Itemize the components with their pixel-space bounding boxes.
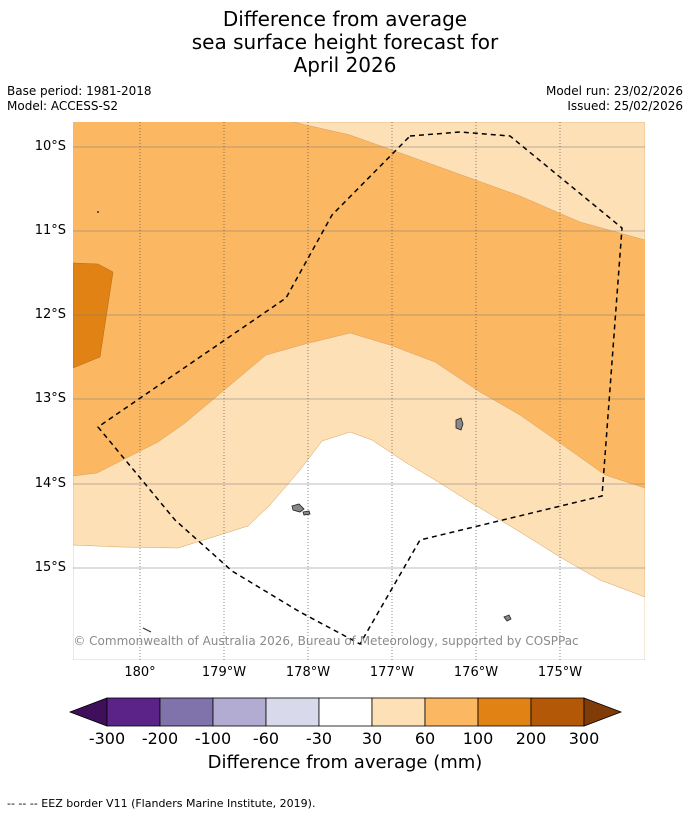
- lat-label: 11°S: [34, 223, 66, 238]
- model-run: Model run: 23/02/2026: [545, 84, 683, 98]
- eez-border: [96, 131, 623, 646]
- lat-label: 12°S: [34, 307, 66, 322]
- lon-label: 180°: [124, 665, 156, 680]
- colorbar-label: -30: [305, 729, 333, 748]
- colorbar-segment: [477, 697, 532, 727]
- island: [142, 627, 152, 633]
- colorbar-label: 30: [361, 729, 383, 748]
- latitude-gridlines: [73, 146, 645, 569]
- colorbar-segment: [265, 697, 320, 727]
- lon-label: 177°W: [369, 665, 415, 680]
- lat-label: 14°S: [34, 476, 66, 491]
- colorbar-label: 200: [515, 729, 547, 748]
- issued-date: Issued: 25/02/2026: [567, 99, 683, 113]
- lat-label: 10°S: [34, 139, 66, 154]
- colorbar-label: -300: [88, 729, 126, 748]
- colorbar-label: -100: [194, 729, 232, 748]
- island: [97, 211, 99, 213]
- island: [302, 510, 311, 516]
- colorbar-label: 300: [568, 729, 600, 748]
- lon-label: 178°W: [285, 665, 331, 680]
- anomaly-band-100-200: [73, 262, 114, 369]
- meta-right: Model run: 23/02/2026 Issued: 25/02/2026: [546, 84, 683, 114]
- island: [291, 503, 305, 513]
- base-period: Base period: 1981-2018: [7, 84, 152, 98]
- anomaly-band-neutral: [73, 431, 645, 660]
- colorbar-label: -60: [252, 729, 280, 748]
- colorbar-extend-low: [68, 697, 108, 727]
- colorbar-segment: [424, 697, 479, 727]
- colorbar-label: 60: [414, 729, 436, 748]
- lon-label: 179°W: [201, 665, 247, 680]
- colorbar-extend-high: [583, 697, 623, 727]
- colorbar-label: -200: [141, 729, 179, 748]
- colorbar-segment: [106, 697, 161, 727]
- title-line-2: sea surface height forecast for: [191, 30, 499, 54]
- colorbar-segment: [212, 697, 267, 727]
- lat-label: 13°S: [34, 391, 66, 406]
- title-line-1: Difference from average: [222, 7, 468, 31]
- lon-label: 176°W: [453, 665, 499, 680]
- lon-label: 175°W: [537, 665, 583, 680]
- colorbar: [68, 697, 623, 727]
- chart-title: Difference from average sea surface heig…: [0, 8, 690, 77]
- map-area: [73, 122, 645, 660]
- title-line-3: April 2026: [293, 53, 397, 77]
- copyright-text: © Commonwealth of Australia 2026, Bureau…: [73, 634, 578, 648]
- lat-label: 15°S: [34, 560, 66, 575]
- colorbar-title: Difference from average (mm): [207, 752, 483, 773]
- model-name: Model: ACCESS-S2: [7, 99, 119, 113]
- anomaly-band-30-60-north: [292, 122, 645, 241]
- eez-legend: -- -- -- EEZ border V11 (Flanders Marine…: [7, 797, 316, 810]
- meta-left: Base period: 1981-2018 Model: ACCESS-S2: [7, 84, 152, 114]
- island: [503, 614, 512, 622]
- island: [455, 417, 464, 431]
- colorbar-segment: [318, 697, 373, 727]
- colorbar-label: 100: [462, 729, 494, 748]
- colorbar-segment: [159, 697, 214, 727]
- colorbar-segment: [530, 697, 585, 727]
- colorbar-segment: [371, 697, 426, 727]
